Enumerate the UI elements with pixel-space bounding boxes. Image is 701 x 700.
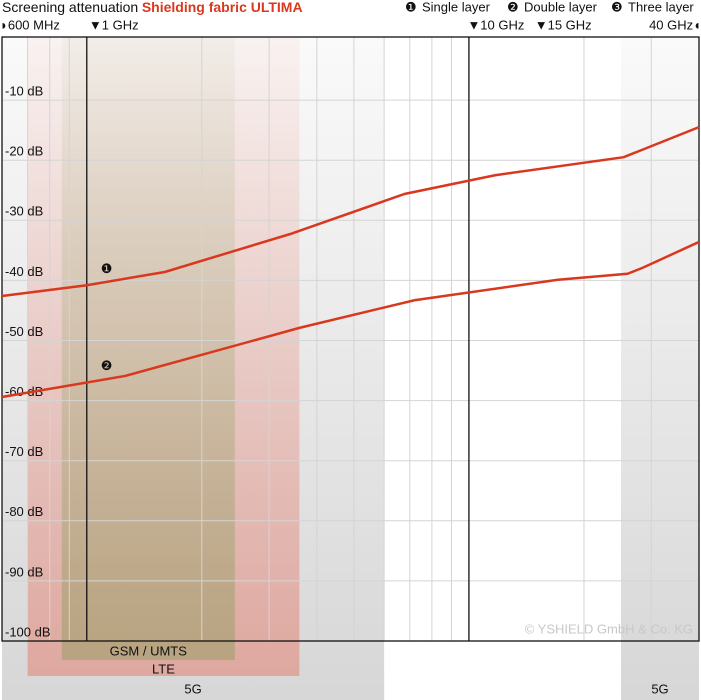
copyright: © YSHIELD GmbH & Co. KG [525, 621, 693, 636]
y-tick-label: -30 dB [5, 204, 43, 219]
legend-marker: ❷ [507, 0, 519, 14]
y-tick-label: -20 dB [5, 144, 43, 159]
chart-title: Screening attenuation Shielding fabric U… [2, 0, 303, 15]
band-label: GSM / UMTS [110, 643, 188, 658]
x-tick-label: ◗600 MHz [0, 17, 60, 32]
y-tick-label: -40 dB [5, 264, 43, 279]
x-tick-label: ▼15 GHz [535, 17, 592, 32]
x-tick-label: 40 GHz◖ [649, 17, 701, 32]
band-label: LTE [152, 661, 175, 676]
plot-frame [1, 36, 700, 642]
band-label: 5G [651, 681, 668, 696]
title: Screening attenuation [2, 0, 138, 15]
y-tick-label: -80 dB [5, 504, 43, 519]
band [620, 37, 699, 700]
x-tick-label: ▼10 GHz [467, 17, 524, 32]
band [61, 37, 235, 660]
series-marker: ❷ [101, 358, 113, 373]
legend-label: Single layer [422, 0, 491, 14]
y-tick-label: -50 dB [5, 324, 43, 339]
series-marker: ❶ [101, 261, 113, 276]
y-tick-label: -10 dB [5, 84, 43, 99]
legend-label: Three layer [628, 0, 694, 14]
legend-marker: ❶ [405, 0, 417, 14]
legend-marker: ❸ [611, 0, 623, 14]
series-line [1, 125, 700, 298]
x-tick-label: ▼1 GHz [89, 17, 139, 32]
subtitle: Shielding fabric ULTIMA [142, 0, 303, 15]
y-tick-label: -100 dB [5, 624, 51, 639]
series-line [1, 240, 700, 399]
legend-label: Double layer [524, 0, 598, 14]
y-tick-label: -90 dB [5, 564, 43, 579]
band-label: 5G [184, 681, 201, 696]
y-tick-label: -70 dB [5, 444, 43, 459]
